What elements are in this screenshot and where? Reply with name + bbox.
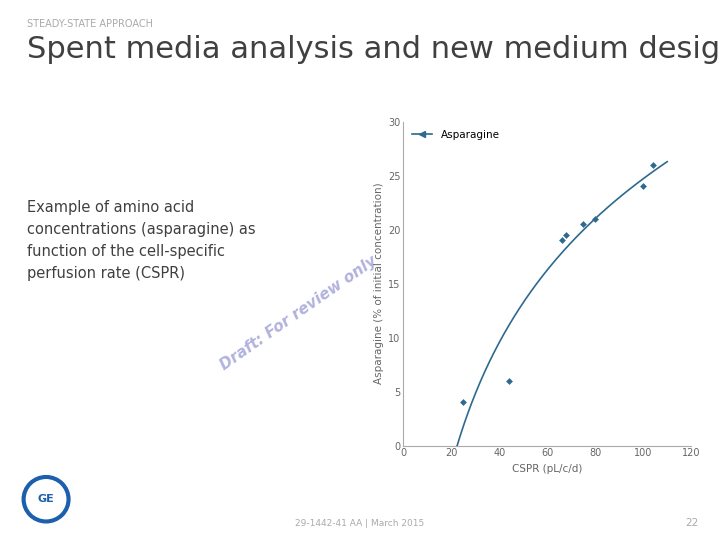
Text: GE: GE [37,494,55,504]
Point [577,220,589,228]
Legend: Asparagine: Asparagine [408,127,503,143]
Text: Draft: For review only: Draft: For review only [217,253,380,373]
Point [590,214,601,223]
Point [637,182,649,191]
Point [647,160,659,169]
Text: 22: 22 [685,518,698,528]
Point [457,398,469,407]
Circle shape [27,480,66,519]
Text: 29-1442-41 AA | March 2015: 29-1442-41 AA | March 2015 [295,519,425,528]
Text: STEADY-STATE APPROACH: STEADY-STATE APPROACH [27,19,153,29]
X-axis label: CSPR (pL/c/d): CSPR (pL/c/d) [512,464,582,474]
Text: Example of amino acid
concentrations (asparagine) as
function of the cell-specif: Example of amino acid concentrations (as… [27,200,256,281]
Text: Spent media analysis and new medium design: Spent media analysis and new medium desi… [27,35,720,64]
Point [503,376,515,385]
Point [561,231,572,239]
Point [556,236,567,245]
Circle shape [22,476,70,523]
Y-axis label: Asparagine (% of initial concentration): Asparagine (% of initial concentration) [374,183,384,384]
